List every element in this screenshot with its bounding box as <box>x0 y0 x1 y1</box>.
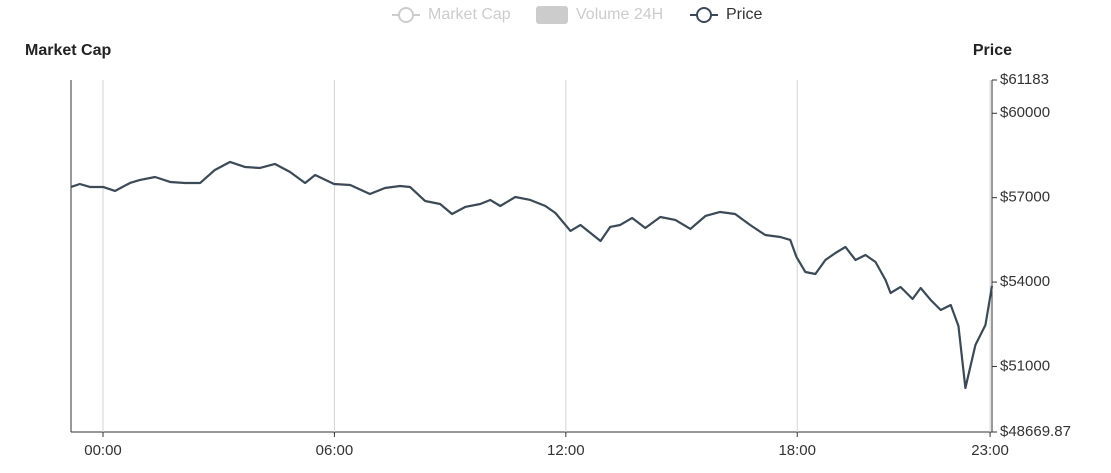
legend-label[interactable]: Market Cap <box>428 6 511 23</box>
y-tick-label: $48669.87 <box>1000 423 1071 440</box>
price-line <box>70 160 994 390</box>
left-axis-title: Market Cap <box>25 42 111 59</box>
legend-icon[interactable] <box>696 7 712 23</box>
legend-label[interactable]: Price <box>726 6 763 23</box>
y-tick-label: $60000 <box>1000 104 1050 121</box>
x-tick-label: 12:00 <box>547 442 585 459</box>
legend-label[interactable]: Volume 24H <box>576 6 663 23</box>
x-tick-label: 00:00 <box>84 442 122 459</box>
right-axis-title: Price <box>973 42 1012 59</box>
x-tick-label: 06:00 <box>316 442 354 459</box>
y-tick-label: $57000 <box>1000 189 1050 206</box>
x-tick-label: 23:00 <box>971 442 1009 459</box>
y-tick-label: $54000 <box>1000 273 1050 290</box>
x-tick-label: 18:00 <box>778 442 816 459</box>
legend-icon[interactable] <box>536 6 568 24</box>
y-tick-label: $61183 <box>1000 71 1049 88</box>
y-tick-label: $51000 <box>1000 357 1050 374</box>
legend-icon[interactable] <box>398 7 414 23</box>
